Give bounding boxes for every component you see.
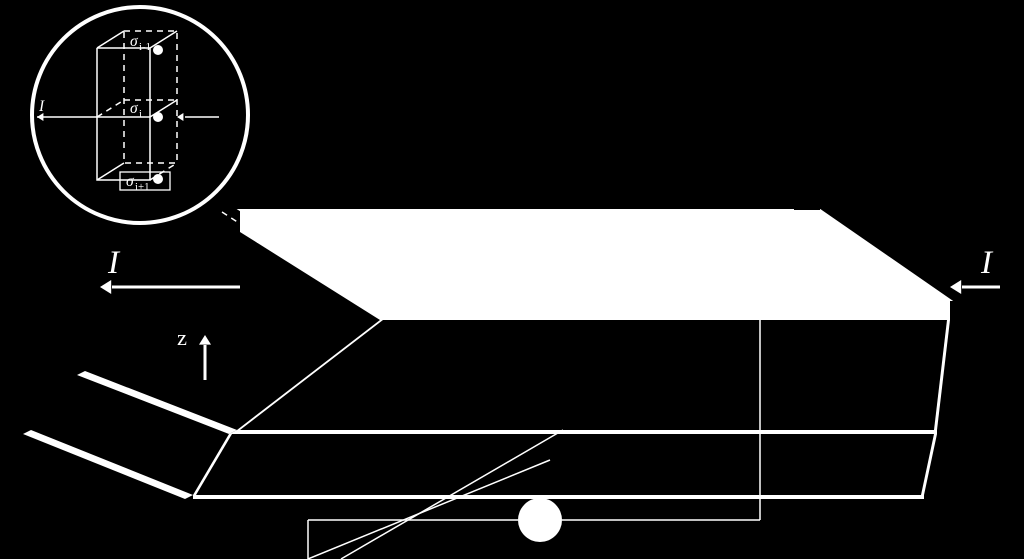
label-I-right: I xyxy=(980,245,994,281)
svg-text:i+1: i+1 xyxy=(135,181,150,193)
svg-text:i: i xyxy=(139,108,142,120)
svg-text:i-1: i-1 xyxy=(139,41,151,53)
source-circle xyxy=(518,498,562,542)
svg-text:I: I xyxy=(38,98,45,115)
label-z-axis: z xyxy=(177,325,187,350)
svg-text:σ: σ xyxy=(130,33,139,50)
label-I-left: I xyxy=(107,245,121,281)
inset-detail: Iσi-1σiσi+1 xyxy=(32,7,248,223)
svg-text:σ: σ xyxy=(130,100,139,117)
svg-text:σ: σ xyxy=(126,173,135,190)
